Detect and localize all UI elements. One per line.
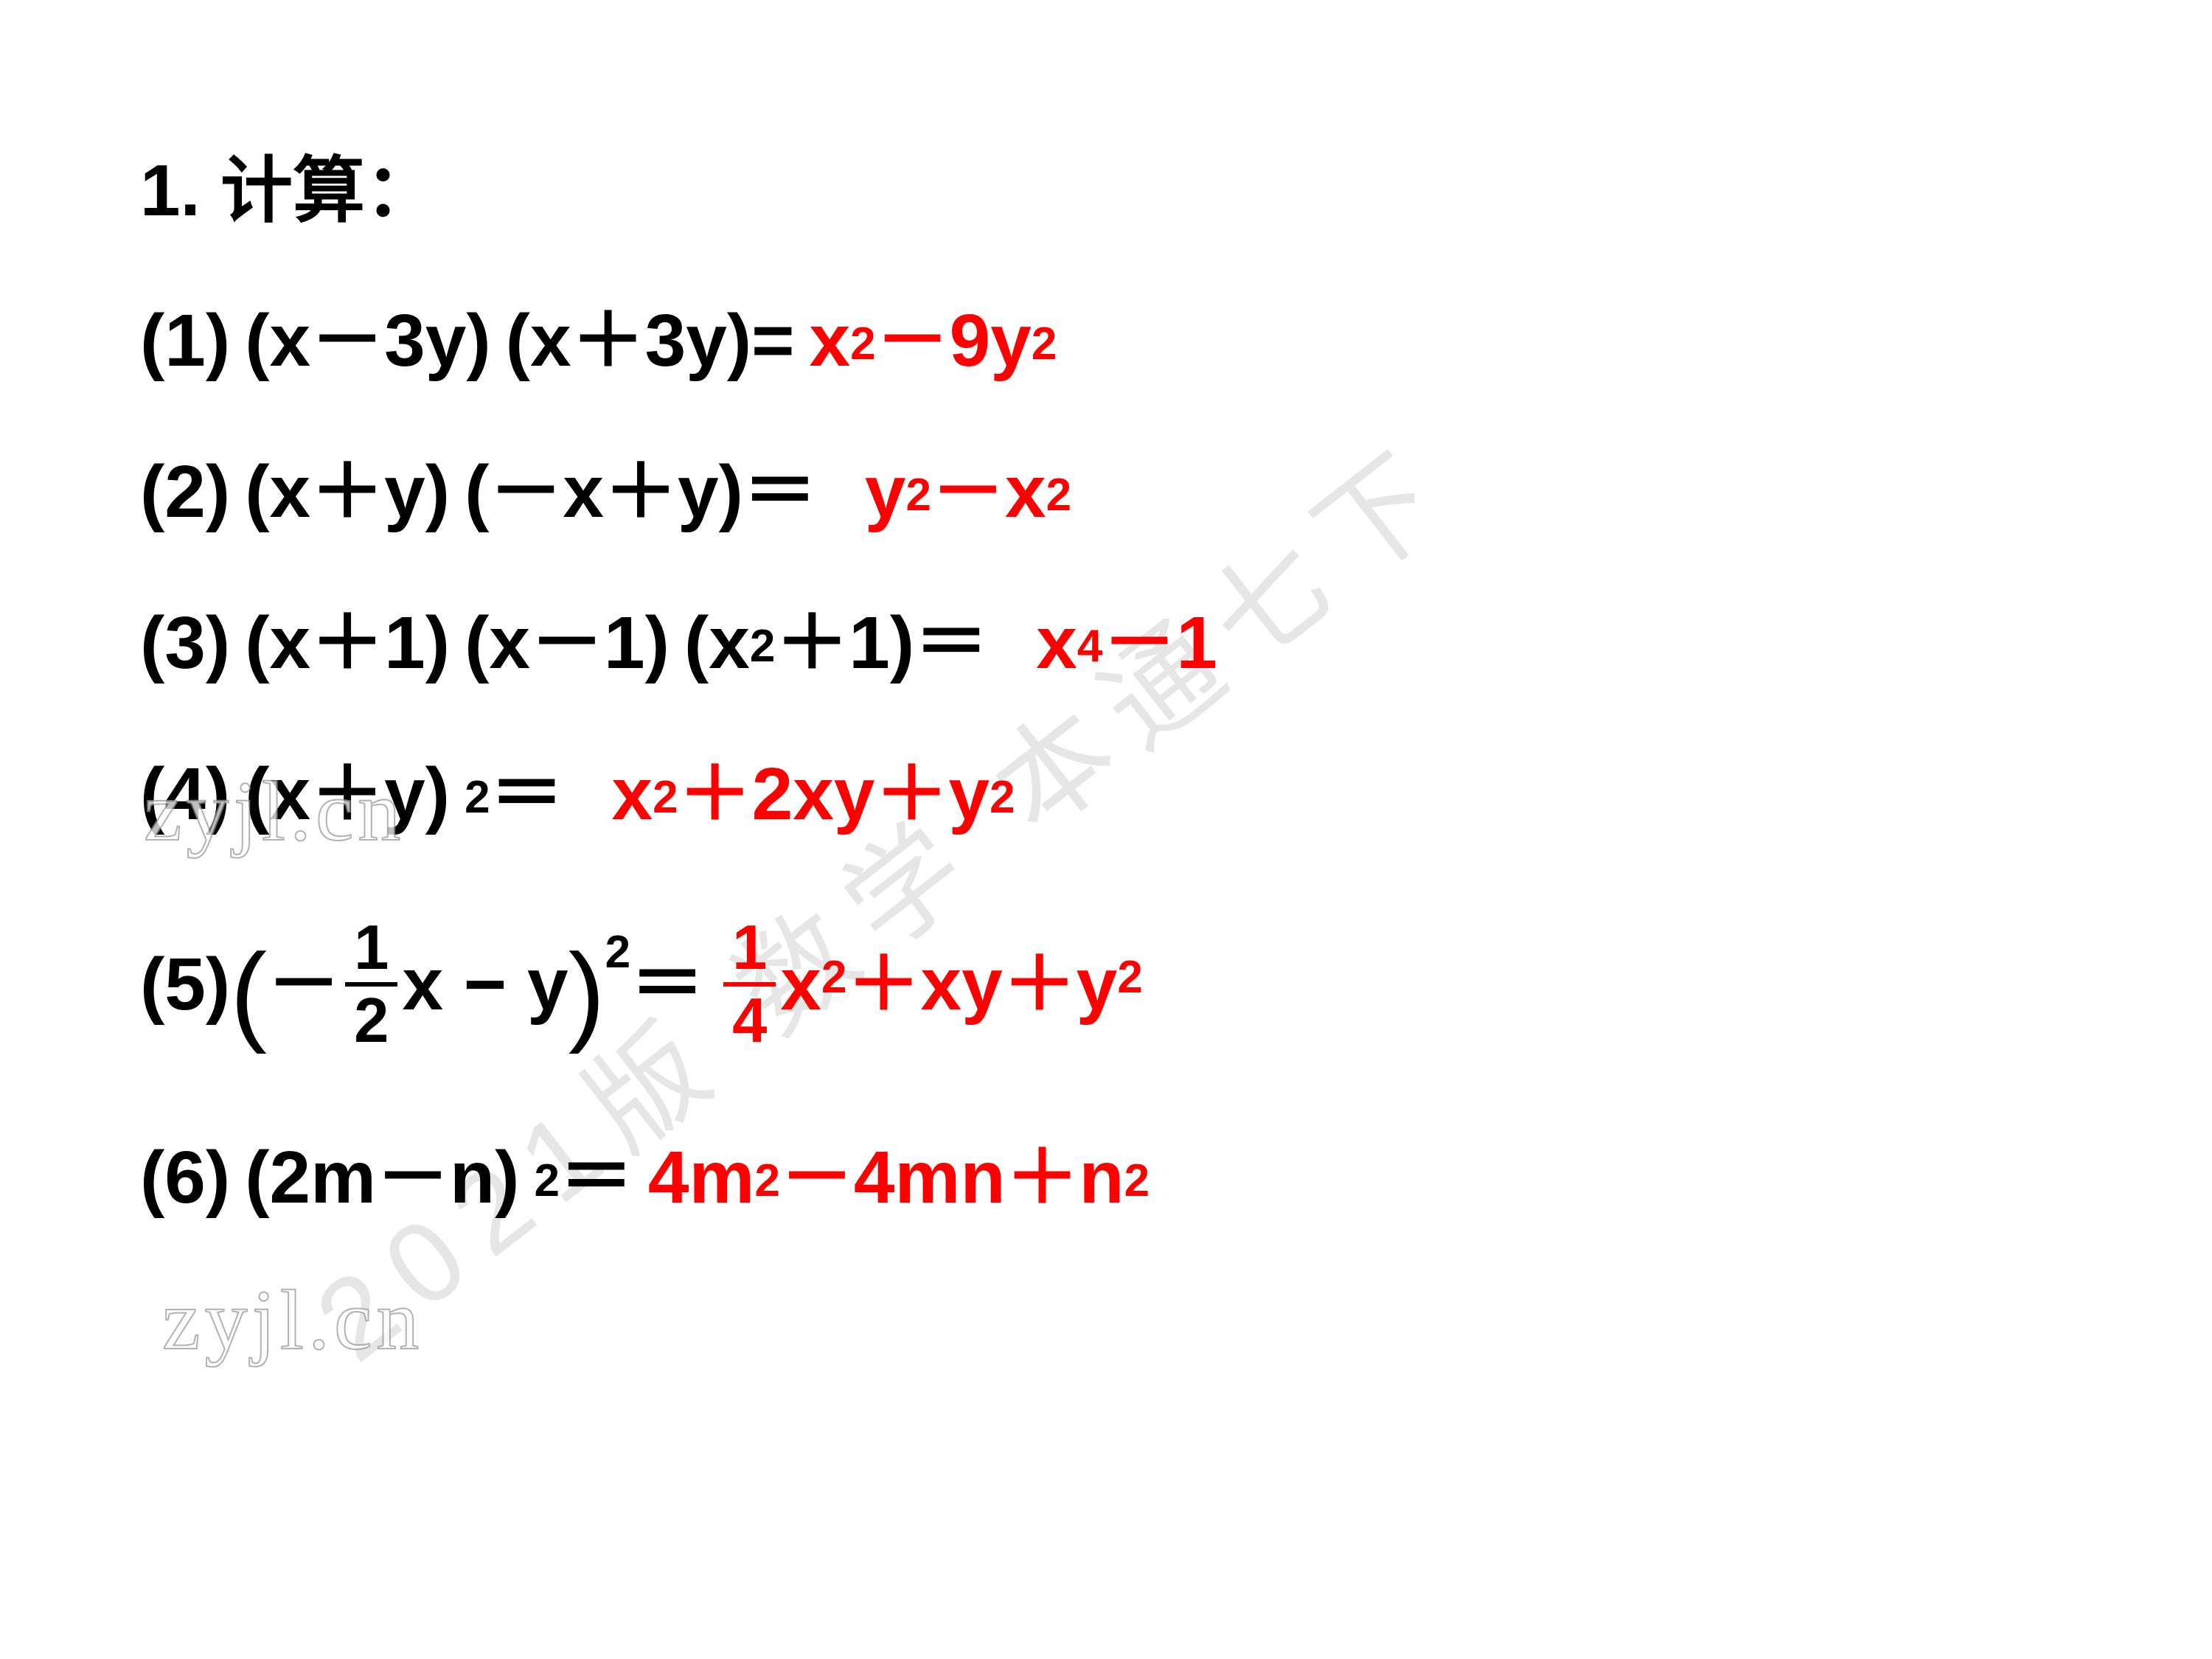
left-paren-icon: ( <box>230 899 267 1087</box>
equals-sign: ＝ <box>743 437 817 547</box>
right-paren-icon: ) <box>568 899 605 1087</box>
answer-term: －9y <box>876 285 1032 396</box>
exponent: 2 <box>534 1147 559 1215</box>
problem-6: (6) (2m－n)2 ＝ 4m2－4mn＋n2 <box>140 1122 1770 1233</box>
exponent: 2 <box>990 763 1015 832</box>
problem-5: (5) ( － 1 2 x − y )2 ＝ 1 4 x2＋xy＋y2 <box>140 890 1770 1078</box>
problem-label: (3) <box>140 588 230 698</box>
expr-part: (x＋1) <box>245 588 450 698</box>
answer-term: ＋2xy＋y <box>678 739 990 849</box>
expr-part: (－x＋y) <box>465 437 743 547</box>
problem-4: (4) (x＋y)2 ＝ x2＋2xy＋y2 <box>140 739 1770 849</box>
answer-term: －1 <box>1102 588 1217 698</box>
problem-3-expression: (3) (x＋1) (x－1) (x2＋1) ＝ <box>140 588 988 698</box>
minus-sign: － <box>267 922 341 1047</box>
problem-1-expression: (1) (x－3y) (x＋3y) = <box>140 285 795 396</box>
equals-sign: = <box>751 285 794 396</box>
fraction: 1 4 <box>723 917 776 1052</box>
equals-sign: ＝ <box>560 1122 633 1233</box>
problem-1: (1) (x－3y) (x＋3y) = x2－9y2 <box>140 285 1770 396</box>
problem-6-answer: 4m2－4mn＋n2 <box>648 1122 1150 1233</box>
problem-label: (2) <box>140 437 230 547</box>
answer-term: －x <box>931 437 1046 547</box>
expr-part: ＋1) <box>775 588 914 698</box>
exponent: 2 <box>1124 1147 1150 1215</box>
math-worksheet: 1. 计算： (1) (x－3y) (x＋3y) = x2－9y2 (2) (x… <box>140 140 1770 1273</box>
equals-sign: ＝ <box>490 739 564 849</box>
watermark-zyjl-2: zyjl.cn <box>162 1272 423 1370</box>
fraction-numerator: 1 <box>723 917 776 987</box>
exponent: 2 <box>1117 939 1142 1016</box>
problem-label: (6) <box>140 1122 230 1233</box>
problem-label: (5) <box>140 922 230 1047</box>
exponent: 2 <box>821 939 846 1016</box>
expr-part: (x＋3y) <box>506 285 751 396</box>
answer-term: 4m <box>648 1122 755 1233</box>
exponent: 2 <box>850 310 875 378</box>
expr-part: (x＋y) <box>245 437 450 547</box>
equals-sign: ＝ <box>630 922 704 1047</box>
expr-part: (2m－n) <box>245 1122 519 1233</box>
exponent: 2 <box>750 612 775 681</box>
exponent: 2 <box>754 1147 779 1215</box>
exponent: 2 <box>1032 310 1057 378</box>
fraction: 1 2 <box>345 917 397 1052</box>
answer-term: y <box>865 437 906 547</box>
problem-1-answer: x2－9y2 <box>810 285 1057 396</box>
answer-term: ＋xy＋y <box>846 922 1117 1047</box>
exponent: 2 <box>605 914 630 991</box>
fraction-numerator: 1 <box>345 917 397 987</box>
expr-part: (x－3y) <box>245 285 490 396</box>
problem-4-answer: x2＋2xy＋y2 <box>579 739 1015 849</box>
exponent: 2 <box>906 461 931 529</box>
fraction-denominator: 2 <box>354 987 389 1052</box>
expr-part: (x＋y) <box>245 739 450 849</box>
problem-3: (3) (x＋1) (x－1) (x2＋1) ＝ x4－1 <box>140 588 1770 698</box>
problem-4-expression: (4) (x＋y)2 ＝ <box>140 739 564 849</box>
problem-5-expression: (5) ( － 1 2 x − y )2 ＝ <box>140 890 704 1078</box>
problem-label: (1) <box>140 285 230 396</box>
worksheet-title: 1. 计算： <box>140 140 1770 241</box>
fraction-denominator: 4 <box>732 987 767 1052</box>
problem-2-answer: y2－x2 <box>832 437 1071 547</box>
problem-2: (2) (x＋y) (－x＋y) ＝ y2－x2 <box>140 437 1770 547</box>
answer-term: x <box>1036 588 1077 698</box>
problem-6-expression: (6) (2m－n)2 ＝ <box>140 1122 633 1233</box>
answer-term: －4mn＋n <box>780 1122 1124 1233</box>
expr-part: (x－1) <box>465 588 669 698</box>
equals-sign: ＝ <box>914 588 988 698</box>
expr-part: (x <box>684 588 750 698</box>
answer-term: x <box>780 922 821 1047</box>
exponent: 4 <box>1077 612 1102 681</box>
problem-2-expression: (2) (x＋y) (－x＋y) ＝ <box>140 437 817 547</box>
exponent: 2 <box>1046 461 1071 529</box>
exponent: 2 <box>465 763 490 832</box>
answer-term: x <box>612 739 653 849</box>
problem-label: (4) <box>140 739 230 849</box>
exponent: 2 <box>653 763 678 832</box>
expr-part: x − y <box>402 922 568 1047</box>
problem-3-answer: x4－1 <box>1003 588 1217 698</box>
answer-term: x <box>810 285 851 396</box>
problem-5-answer: 1 4 x2＋xy＋y2 <box>719 917 1143 1052</box>
